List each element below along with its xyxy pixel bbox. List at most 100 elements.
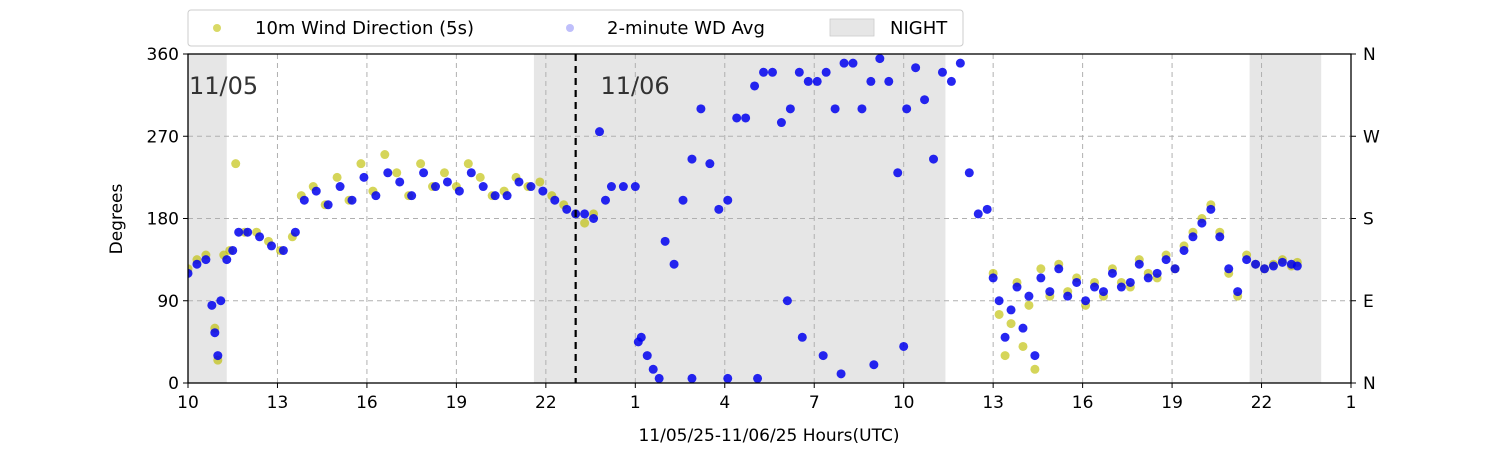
wd-avg-point [821, 67, 831, 77]
wd-avg-point [839, 58, 849, 68]
wd-avg-point [899, 341, 909, 351]
wd-avg-point [884, 76, 894, 86]
wind-direction-point [416, 159, 426, 169]
x-tick-label: 16 [356, 393, 378, 413]
wd-avg-point [785, 104, 795, 114]
x-axis-ticks: 10 13 16 19 22 1 4 7 10 13 16 19 22 1 [177, 383, 1356, 413]
wd-avg-point [988, 273, 998, 283]
wd-avg-point [234, 227, 244, 237]
wd-avg-point [550, 195, 560, 205]
wd-avg-point [359, 172, 369, 182]
wd-avg-point [266, 241, 276, 251]
wd-avg-point [1242, 255, 1252, 265]
wd-avg-point [1030, 351, 1040, 361]
wd-avg-point [1233, 287, 1243, 297]
wd-avg-point [964, 168, 974, 178]
x-tick-label: 4 [719, 393, 730, 413]
wd-avg-point [419, 168, 429, 178]
wd-avg-point [1277, 257, 1287, 267]
x-tick-label: 7 [809, 393, 820, 413]
wd-avg-point [848, 58, 858, 68]
wd-avg-point [371, 191, 381, 201]
wd-avg-point [454, 186, 464, 196]
wind-direction-point [1030, 364, 1040, 374]
wd-avg-point [857, 104, 867, 114]
wd-avg-point [782, 296, 792, 306]
wd-avg-point [648, 364, 658, 374]
wd-avg-point [1063, 291, 1073, 301]
wd-avg-point [1152, 268, 1162, 278]
wind-direction-point [356, 159, 366, 169]
wd-avg-point [1292, 261, 1302, 271]
x-tick-label: 22 [535, 393, 557, 413]
wd-avg-point [678, 195, 688, 205]
wd-avg-point [875, 54, 885, 64]
wd-avg-point [216, 296, 226, 306]
wd-avg-point [994, 296, 1004, 306]
wd-avg-point [937, 67, 947, 77]
x-tick-label: 19 [446, 393, 468, 413]
wd-avg-point [902, 104, 912, 114]
wd-avg-point [830, 104, 840, 114]
wd-avg-point [600, 195, 610, 205]
wd-avg-point [803, 76, 813, 86]
wd-avg-point [955, 58, 965, 68]
wd-avg-point [642, 351, 652, 361]
x-tick-label: 22 [1251, 393, 1273, 413]
wd-avg-point [514, 177, 524, 187]
wd-avg-point [1024, 291, 1034, 301]
wd-avg-point [347, 195, 357, 205]
right-tick-label: W [1363, 127, 1380, 147]
wd-avg-point [818, 351, 828, 361]
wd-avg-point [893, 168, 903, 178]
wd-avg-point [1197, 218, 1207, 228]
wd-avg-point [973, 209, 983, 219]
wd-avg-point [255, 232, 265, 242]
series-layer [188, 54, 1302, 383]
wd-avg-point [595, 127, 605, 137]
wd-avg-point [207, 300, 217, 310]
wd-avg-point [1072, 277, 1082, 287]
x-tick-label: 10 [893, 393, 915, 413]
wind-direction-point [463, 159, 473, 169]
wind-direction-point [1006, 319, 1016, 329]
legend-marker-wind-direction [213, 24, 221, 32]
wd-avg-point [982, 204, 992, 214]
annotation-layer: 11/05 11/06 [189, 54, 670, 383]
x-tick-label: 13 [267, 393, 289, 413]
y-tick-label: 270 [147, 127, 179, 147]
legend-marker-wd-avg [566, 24, 574, 32]
wd-avg-point [618, 182, 628, 192]
wd-avg-point [920, 95, 930, 105]
x-tick-label: 13 [982, 393, 1004, 413]
wd-avg-point [929, 154, 939, 164]
wd-avg-point [538, 186, 548, 196]
wd-avg-point [714, 204, 724, 214]
wd-avg-point [323, 200, 333, 210]
wd-avg-point [526, 182, 536, 192]
wind-direction-point [1000, 351, 1010, 361]
wd-avg-point [630, 182, 640, 192]
wd-avg-point [606, 182, 616, 192]
wd-avg-point [741, 113, 751, 123]
wind-direction-point [1018, 341, 1028, 351]
date-annotation: 11/06 [601, 72, 670, 100]
right-tick-label: E [1363, 292, 1374, 312]
wd-avg-point [1045, 287, 1055, 297]
wind-direction-point [380, 150, 390, 160]
wd-avg-point [188, 268, 193, 278]
wind-direction-point [439, 168, 449, 178]
date-annotation: 11/05 [189, 72, 258, 100]
wd-avg-point [1090, 282, 1100, 292]
wd-avg-point [794, 67, 804, 77]
wd-avg-point [407, 191, 417, 201]
wd-avg-point [723, 373, 733, 383]
wd-avg-point [383, 168, 393, 178]
wind-direction-point [1036, 264, 1046, 274]
wd-avg-point [1206, 204, 1216, 214]
wd-avg-point [866, 76, 876, 86]
wd-avg-point [1081, 296, 1091, 306]
legend-label-wind-direction: 10m Wind Direction (5s) [255, 18, 474, 39]
wd-avg-point [654, 373, 664, 383]
wd-avg-point [1036, 273, 1046, 283]
